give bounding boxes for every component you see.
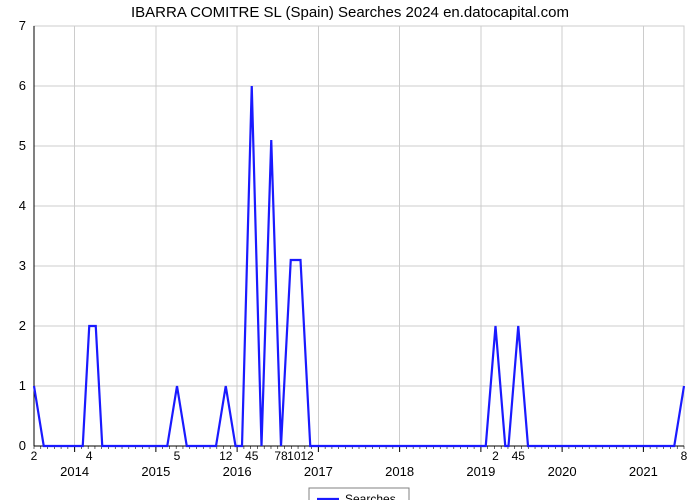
- x-tick-label: 2020: [548, 464, 577, 479]
- x-tick-label: 2017: [304, 464, 333, 479]
- y-tick-label: 5: [19, 138, 26, 153]
- chart-plot-area: 0123456720142015201620172018201920202021…: [0, 0, 700, 500]
- x-tick-label: 2019: [466, 464, 495, 479]
- x-tick-label: 2015: [141, 464, 170, 479]
- x-tick-label: 2016: [223, 464, 252, 479]
- data-label: 78: [274, 449, 288, 463]
- y-tick-label: 3: [19, 258, 26, 273]
- x-tick-label: 2018: [385, 464, 414, 479]
- y-tick-label: 7: [19, 18, 26, 33]
- data-label: 2: [31, 449, 38, 463]
- data-label: 8: [681, 449, 688, 463]
- y-tick-label: 1: [19, 378, 26, 393]
- x-tick-label: 2021: [629, 464, 658, 479]
- data-label: 45: [245, 449, 259, 463]
- y-tick-label: 4: [19, 198, 26, 213]
- legend-label: Searches: [345, 492, 396, 500]
- y-tick-label: 2: [19, 318, 26, 333]
- y-tick-label: 6: [19, 78, 26, 93]
- data-label: 45: [512, 449, 526, 463]
- y-tick-label: 0: [19, 438, 26, 453]
- data-label: 2: [492, 449, 499, 463]
- data-label: 12: [219, 449, 233, 463]
- x-tick-label: 2014: [60, 464, 89, 479]
- data-label: 4: [86, 449, 93, 463]
- data-label: 5: [174, 449, 181, 463]
- data-label: 1012: [287, 449, 314, 463]
